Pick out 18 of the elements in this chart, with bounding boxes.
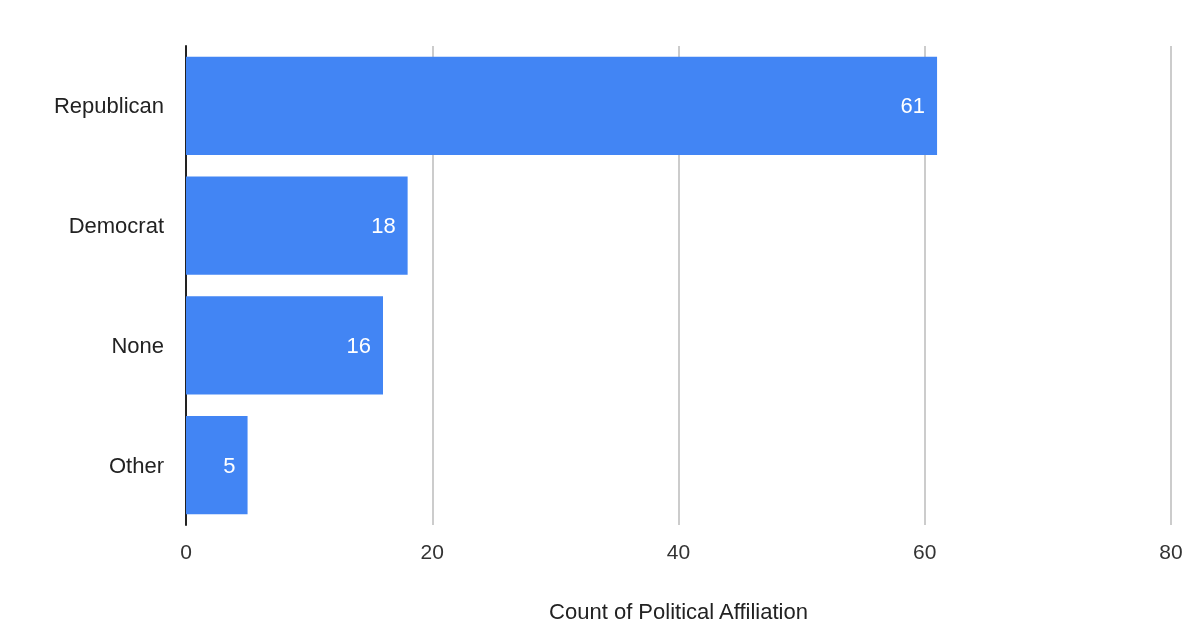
- y-tick-label: Republican: [53, 93, 164, 119]
- x-tick-label: 0: [180, 540, 192, 563]
- data-label: 18: [371, 213, 396, 239]
- bar: [186, 296, 383, 395]
- x-tick-label: 60: [913, 540, 937, 563]
- y-tick-label: Other: [108, 452, 164, 478]
- bar: [186, 416, 248, 515]
- x-axis-title: Count of Political Affiliation: [549, 598, 808, 624]
- x-tick-label: 20: [420, 540, 444, 563]
- x-tick-label: 40: [666, 540, 691, 563]
- x-tick-label: 80: [1159, 540, 1183, 563]
- data-label: 5: [223, 452, 236, 478]
- bar: [186, 56, 938, 155]
- data-label: 61: [900, 93, 926, 119]
- y-tick-label: Democrat: [68, 213, 164, 239]
- y-tick-label: None: [111, 332, 164, 358]
- data-label: 16: [346, 332, 371, 358]
- bar: [186, 176, 408, 275]
